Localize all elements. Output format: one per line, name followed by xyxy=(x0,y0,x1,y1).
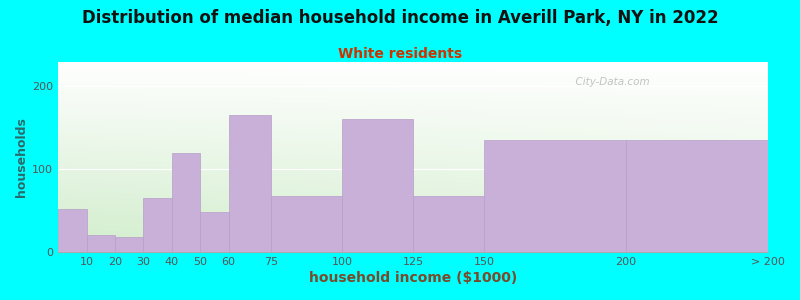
Bar xyxy=(413,196,484,252)
Bar xyxy=(200,212,229,252)
Bar xyxy=(342,119,413,252)
Bar xyxy=(86,236,115,252)
Bar xyxy=(271,196,342,252)
Bar xyxy=(115,237,143,252)
Y-axis label: households: households xyxy=(15,117,28,197)
Bar xyxy=(172,153,200,252)
Bar xyxy=(58,209,86,252)
Bar xyxy=(143,198,172,252)
Bar xyxy=(229,115,271,252)
Bar xyxy=(484,140,626,252)
Text: City-Data.com: City-Data.com xyxy=(570,77,650,87)
X-axis label: household income ($1000): household income ($1000) xyxy=(309,271,518,285)
Text: Distribution of median household income in Averill Park, NY in 2022: Distribution of median household income … xyxy=(82,9,718,27)
Bar xyxy=(626,140,768,252)
Text: White residents: White residents xyxy=(338,46,462,61)
